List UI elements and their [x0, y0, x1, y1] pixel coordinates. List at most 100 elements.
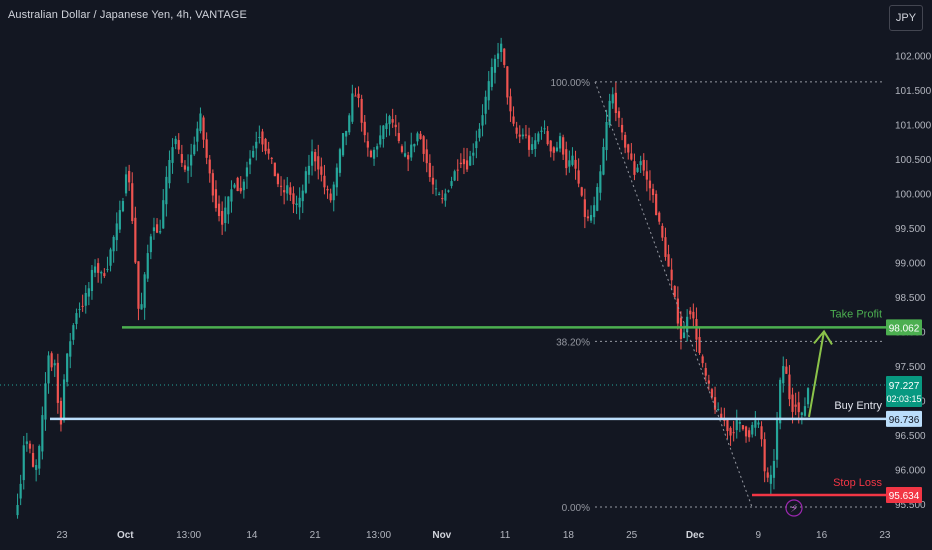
- candle-body: [155, 224, 159, 233]
- x-tick-label: 9: [756, 530, 762, 541]
- candle-body: [363, 121, 366, 136]
- y-tick-label: 99.000: [895, 259, 926, 270]
- candle-body: [413, 143, 416, 147]
- candle-body: [462, 159, 466, 165]
- buy-entry-price-tag: 96.736: [889, 415, 920, 426]
- drawing-overlays: 100.00% 38.20% 0.00% Take Profit Buy Entry St…: [0, 78, 886, 517]
- candle-body: [186, 166, 190, 171]
- candle-body: [788, 374, 791, 400]
- candle-body: [580, 187, 583, 196]
- candle-body: [112, 236, 115, 252]
- candle-body: [196, 128, 199, 142]
- candle-body: [267, 148, 270, 154]
- y-tick-label: 100.000: [895, 190, 932, 201]
- candle-body: [639, 161, 642, 166]
- candle-body: [658, 212, 661, 222]
- candle-body: [763, 439, 766, 472]
- candle-body: [332, 184, 335, 201]
- candle-body: [382, 125, 385, 140]
- take-profit-price-tag-bg: [886, 319, 922, 336]
- candle-body: [273, 162, 276, 177]
- candle-body: [496, 53, 500, 59]
- candle-body: [171, 147, 174, 163]
- time-axis[interactable]: 23 Oct 13:00 14 21 13:00 Nov 11 18 25 Dec 9 16 23: [56, 530, 890, 541]
- candle-body: [338, 149, 342, 173]
- candle-body: [577, 170, 580, 184]
- candle-body: [751, 424, 754, 435]
- y-tick-label: 96.000: [895, 466, 926, 477]
- candle-body: [527, 135, 531, 150]
- candle-body: [760, 426, 763, 440]
- x-tick-label: 23: [879, 530, 891, 541]
- candle-body: [360, 98, 363, 123]
- candle-body: [224, 207, 227, 224]
- candle-body: [667, 254, 670, 267]
- candle-body: [655, 193, 658, 216]
- y-tick-label: 101.000: [895, 121, 932, 132]
- candle-body: [183, 165, 187, 170]
- candle-body: [416, 133, 419, 142]
- candle-body: [261, 131, 264, 145]
- candle-body: [472, 152, 475, 156]
- candle-body: [106, 269, 109, 271]
- candle-body: [453, 171, 456, 181]
- candle-body: [686, 316, 689, 333]
- candle-body: [326, 188, 329, 191]
- candle-body: [255, 141, 258, 149]
- candle-body: [552, 147, 555, 153]
- candle-body: [465, 160, 469, 170]
- lightning-icon: ⚡: [790, 503, 798, 515]
- candle-body: [438, 193, 441, 195]
- candle-body: [806, 388, 810, 405]
- candle-body: [701, 356, 704, 364]
- countdown-tag: 02:03:15: [886, 394, 921, 404]
- candle-body: [670, 269, 673, 281]
- y-tick-label: 99.500: [895, 224, 926, 235]
- candle-body: [137, 261, 140, 309]
- stop-loss-label: Stop Loss: [833, 477, 882, 489]
- x-tick-label: 13:00: [176, 530, 201, 541]
- candle-body: [177, 140, 180, 150]
- candle-body: [422, 136, 425, 154]
- candle-body: [168, 159, 171, 184]
- currency-button[interactable]: JPY: [889, 5, 923, 31]
- candle-body: [335, 167, 338, 188]
- x-tick-label: 14: [246, 530, 258, 541]
- candle-body: [400, 146, 404, 152]
- candle-body: [574, 159, 577, 169]
- candle-body: [664, 237, 667, 257]
- projection-arrowhead: [813, 329, 833, 345]
- x-tick-label: 21: [310, 530, 322, 541]
- candle-body: [41, 415, 44, 452]
- candle-body: [487, 81, 490, 101]
- candle-body: [211, 173, 214, 196]
- candle-body: [146, 253, 149, 279]
- x-tick-label: 11: [500, 530, 511, 541]
- candle-body: [748, 430, 751, 438]
- candle-body: [689, 310, 692, 315]
- candle-body: [800, 412, 803, 416]
- candle-body: [354, 95, 357, 97]
- candle-body: [53, 363, 56, 366]
- x-tick-label: Oct: [117, 530, 134, 541]
- candle-body: [596, 187, 599, 211]
- candle-body: [252, 150, 255, 158]
- candle-body: [366, 141, 369, 148]
- price-axis[interactable]: 95.50096.00096.50097.00097.50098.00098.5…: [895, 52, 932, 512]
- candle-body: [611, 94, 614, 104]
- candle-body: [329, 193, 332, 201]
- candle-body: [289, 187, 292, 195]
- candle-body: [202, 117, 205, 140]
- candle-body: [779, 379, 782, 424]
- candle-body: [233, 184, 236, 188]
- current-price-tag: 97.227: [889, 381, 920, 392]
- candle-body: [540, 130, 543, 132]
- candle-body: [22, 445, 25, 481]
- candle-body: [397, 133, 400, 142]
- candle-body: [84, 293, 87, 306]
- candle-body: [357, 93, 360, 99]
- candle-body: [627, 144, 630, 153]
- candle-body: [174, 138, 177, 145]
- x-tick-label: 23: [56, 530, 68, 541]
